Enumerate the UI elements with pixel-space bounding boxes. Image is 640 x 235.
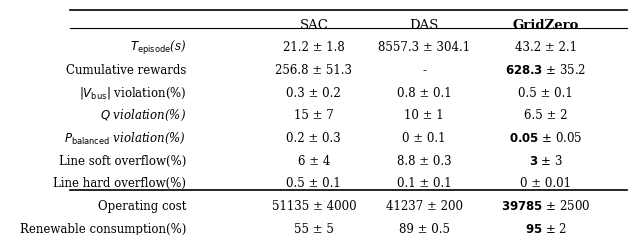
Text: 0.2 ± 0.3: 0.2 ± 0.3 (287, 132, 341, 145)
Text: 21.2 ± 1.8: 21.2 ± 1.8 (283, 41, 345, 54)
Text: $\mathbf{39785}$ $\pm$ 2500: $\mathbf{39785}$ $\pm$ 2500 (501, 200, 591, 213)
Text: 43.2 ± 2.1: 43.2 ± 2.1 (515, 41, 577, 54)
Text: 0.8 ± 0.1: 0.8 ± 0.1 (397, 86, 451, 100)
Text: 0 ± 0.1: 0 ± 0.1 (403, 132, 446, 145)
Text: 6.5 ± 2: 6.5 ± 2 (524, 109, 568, 122)
Text: 256.8 ± 51.3: 256.8 ± 51.3 (275, 64, 353, 77)
Text: 6 ± 4: 6 ± 4 (298, 155, 330, 168)
Text: -: - (422, 64, 426, 77)
Text: $Q$ violation(%): $Q$ violation(%) (100, 108, 186, 123)
Text: 0 ± 0.01: 0 ± 0.01 (520, 177, 572, 190)
Text: Cumulative rewards: Cumulative rewards (66, 64, 186, 77)
Text: $\mathbf{628.3}$ $\pm$ 35.2: $\mathbf{628.3}$ $\pm$ 35.2 (506, 63, 586, 77)
Text: 51135 ± 4000: 51135 ± 4000 (271, 200, 356, 213)
Text: 10 ± 1: 10 ± 1 (404, 109, 444, 122)
Text: $|V_{\mathrm{bus}}|$ violation(%): $|V_{\mathrm{bus}}|$ violation(%) (79, 85, 186, 101)
Text: 41237 ± 200: 41237 ± 200 (385, 200, 463, 213)
Text: $\mathbf{3}$ $\pm$ 3: $\mathbf{3}$ $\pm$ 3 (529, 154, 563, 168)
Text: Line soft overflow(%): Line soft overflow(%) (59, 155, 186, 168)
Text: Renewable consumption(%): Renewable consumption(%) (20, 223, 186, 235)
Text: 89 ± 0.5: 89 ± 0.5 (399, 223, 449, 235)
Text: Operating cost: Operating cost (98, 200, 186, 213)
Text: $P_{\mathrm{balanced}}$ violation(%): $P_{\mathrm{balanced}}$ violation(%) (64, 131, 186, 146)
Text: $T_{\mathrm{episode}}$(s): $T_{\mathrm{episode}}$(s) (130, 39, 186, 57)
Text: 0.5 ± 0.1: 0.5 ± 0.1 (287, 177, 341, 190)
Text: Line hard overflow(%): Line hard overflow(%) (53, 177, 186, 190)
Text: 55 ± 5: 55 ± 5 (294, 223, 334, 235)
Text: 0.1 ± 0.1: 0.1 ± 0.1 (397, 177, 451, 190)
Text: 8.8 ± 0.3: 8.8 ± 0.3 (397, 155, 451, 168)
Text: GridZero: GridZero (513, 19, 579, 31)
Text: DAS: DAS (410, 19, 438, 31)
Text: SAC: SAC (300, 19, 328, 31)
Text: $\mathbf{0.05}$ $\pm$ 0.05: $\mathbf{0.05}$ $\pm$ 0.05 (509, 131, 582, 145)
Text: 15 ± 7: 15 ± 7 (294, 109, 333, 122)
Text: $\mathbf{95}$ $\pm$ 2: $\mathbf{95}$ $\pm$ 2 (525, 222, 567, 235)
Text: 0.5 ± 0.1: 0.5 ± 0.1 (518, 86, 573, 100)
Text: 8557.3 ± 304.1: 8557.3 ± 304.1 (378, 41, 470, 54)
Text: 0.3 ± 0.2: 0.3 ± 0.2 (287, 86, 341, 100)
